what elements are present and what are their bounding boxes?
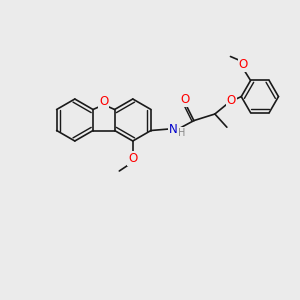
Text: O: O <box>238 58 248 71</box>
Text: O: O <box>99 94 108 108</box>
Text: O: O <box>227 94 236 107</box>
Text: N: N <box>169 122 178 136</box>
Text: O: O <box>128 152 137 165</box>
Text: O: O <box>180 93 190 106</box>
Text: H: H <box>178 128 185 138</box>
